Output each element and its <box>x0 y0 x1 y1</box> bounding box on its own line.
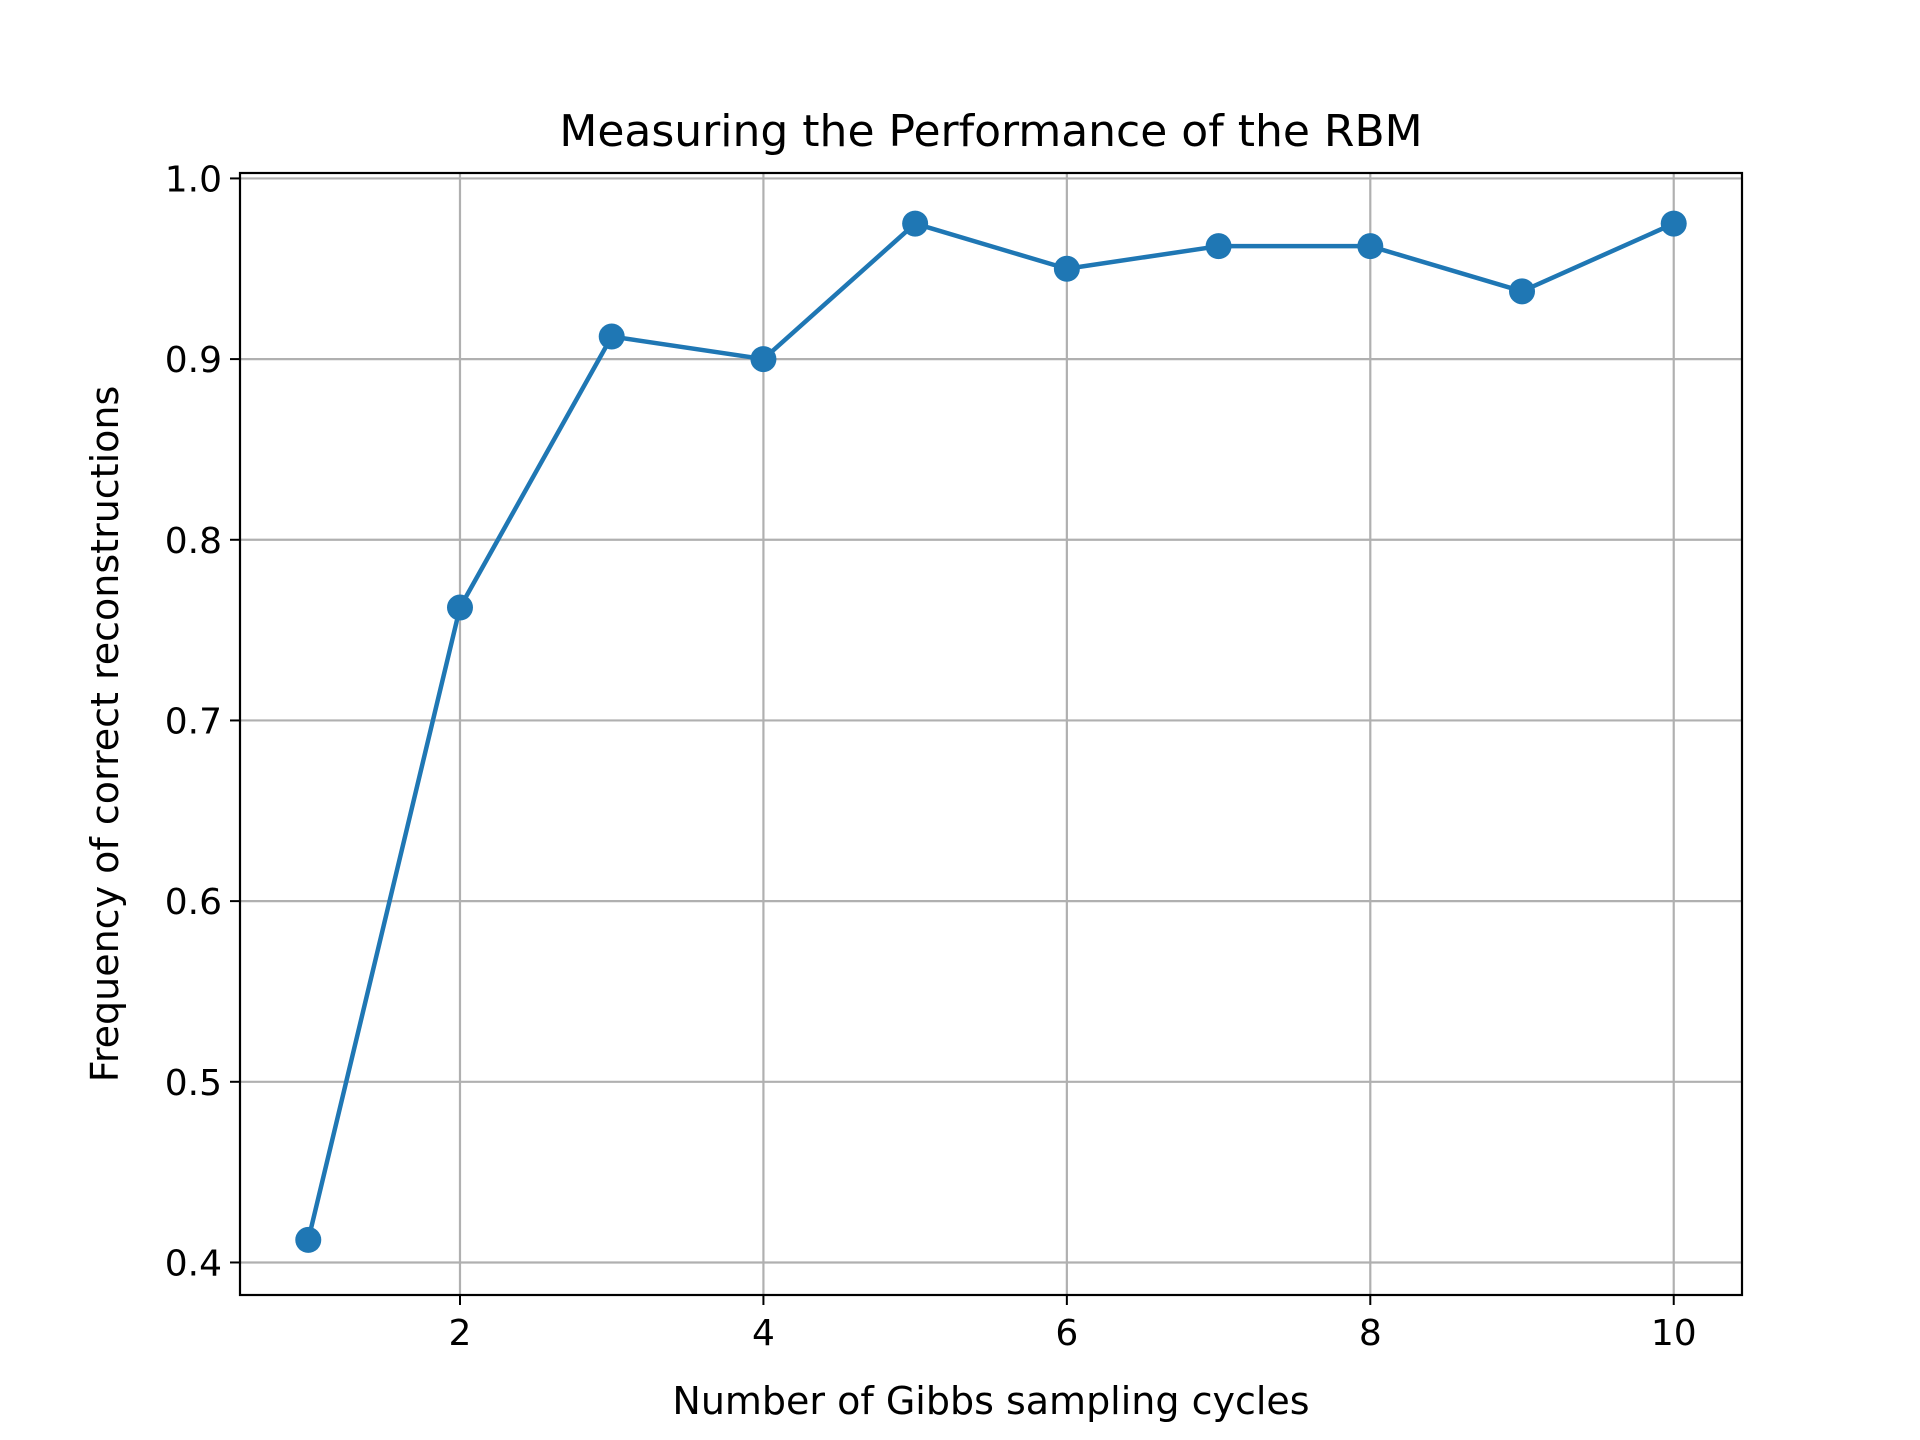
y-tick-label: 0.9 <box>165 340 222 381</box>
data-point <box>1357 233 1384 260</box>
y-axis-label: Frequency of correct reconstructions <box>83 386 127 1083</box>
x-axis-label: Number of Gibbs sampling cycles <box>672 1379 1309 1423</box>
y-tick-label: 0.5 <box>165 1063 222 1104</box>
x-tick-label: 2 <box>449 1313 472 1354</box>
data-point <box>598 323 625 350</box>
chart-title: Measuring the Performance of the RBM <box>559 106 1422 157</box>
data-point <box>1053 255 1080 282</box>
y-tick-label: 0.8 <box>165 521 222 562</box>
x-tick-label: 6 <box>1055 1313 1078 1354</box>
x-tick-label: 10 <box>1651 1313 1697 1354</box>
x-tick-label: 4 <box>752 1313 775 1354</box>
series-layer <box>295 210 1687 1253</box>
ticks: 2 4 6 8 10 0.4 0.5 0.6 0.7 0.8 0.9 1.0 <box>165 159 1697 1354</box>
y-tick-label: 0.7 <box>165 701 222 742</box>
y-tick-label: 0.4 <box>165 1243 222 1284</box>
data-point <box>902 210 929 237</box>
data-point <box>1509 278 1536 305</box>
y-tick-label: 0.6 <box>165 882 222 923</box>
data-point <box>446 594 473 621</box>
x-tick-label: 8 <box>1359 1313 1382 1354</box>
series-line <box>306 221 1675 1241</box>
plot-frame <box>238 171 1744 1297</box>
data-point <box>1205 233 1232 260</box>
data-point <box>750 346 777 373</box>
data-point <box>295 1226 322 1253</box>
y-tick-label: 1.0 <box>165 159 222 200</box>
data-point <box>1660 210 1687 237</box>
grid <box>240 173 1742 1295</box>
